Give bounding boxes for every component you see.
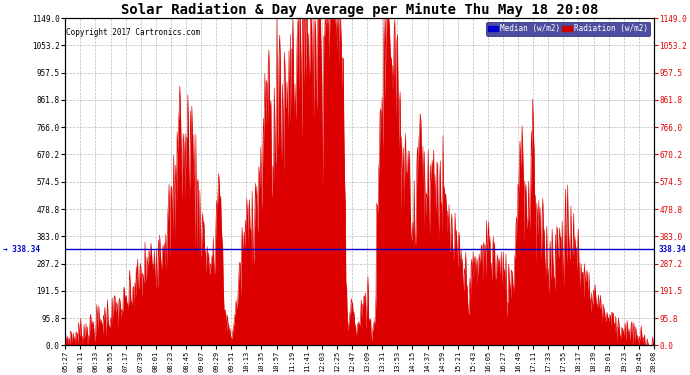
Text: Copyright 2017 Cartronics.com: Copyright 2017 Cartronics.com [66,28,200,37]
Title: Solar Radiation & Day Average per Minute Thu May 18 20:08: Solar Radiation & Day Average per Minute… [121,3,598,17]
Text: 338.34: 338.34 [658,244,686,254]
Text: → 338.34: → 338.34 [3,244,40,254]
Legend: Median (w/m2), Radiation (w/m2): Median (w/m2), Radiation (w/m2) [486,22,650,36]
